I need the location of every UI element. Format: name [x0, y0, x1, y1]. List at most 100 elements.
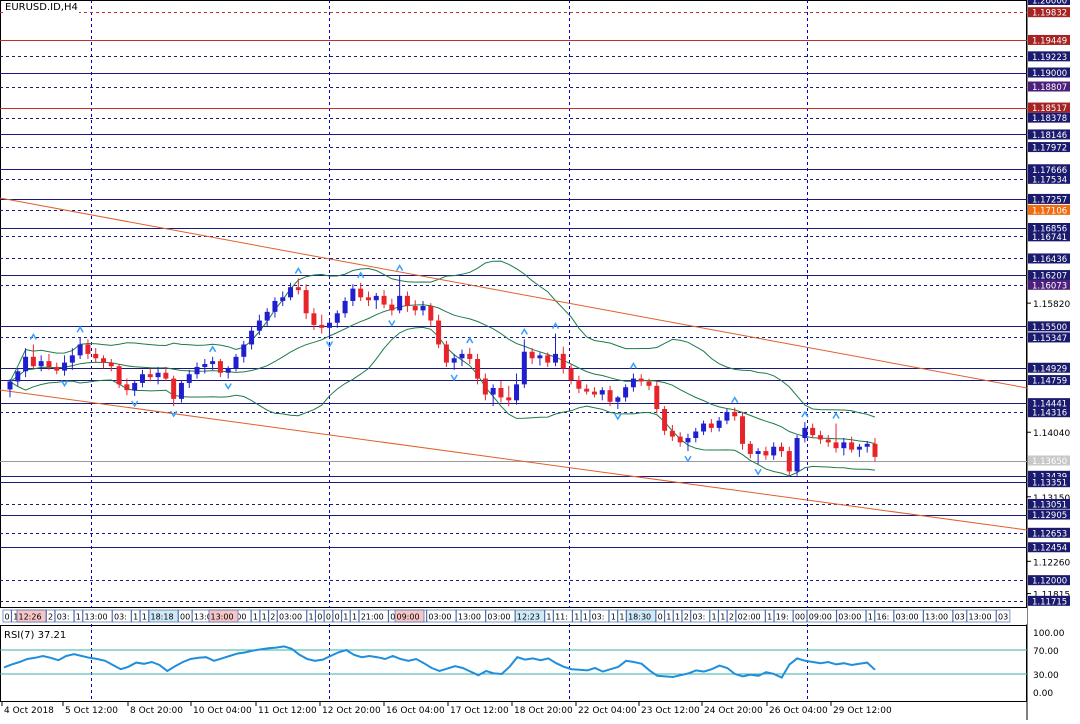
- marker-cell-label: 03:00: [279, 613, 302, 622]
- marker-cell-label: 03:: [114, 613, 127, 622]
- candle-body: [514, 384, 520, 401]
- candle-body: [716, 420, 722, 428]
- price-tag-label: 1.19000: [1032, 69, 1067, 79]
- rsi-axis-label: 0.00: [1033, 689, 1053, 699]
- candle-body: [451, 358, 457, 363]
- price-tag: [1028, 375, 1070, 386]
- marker-cell-label: 1: [142, 613, 147, 622]
- price-tag-label: 1.18807: [1032, 83, 1067, 93]
- candle-body: [623, 387, 629, 398]
- candle-body: [662, 409, 668, 431]
- price-tag: [1028, 527, 1070, 538]
- fractal-up-marker: [357, 271, 365, 279]
- marker-cell-label: 02:00: [738, 613, 761, 622]
- fractal-up-marker: [520, 327, 528, 335]
- price-tag: [1028, 321, 1070, 332]
- marker-cell: [251, 609, 260, 623]
- marker-cell-label: 0: [335, 613, 340, 622]
- marker-cell-label: 03:00: [487, 613, 510, 622]
- marker-cell: [306, 609, 316, 623]
- candle-body: [786, 451, 792, 472]
- fractal-up-marker: [466, 336, 474, 344]
- candle-body: [677, 436, 683, 443]
- candle-body: [545, 355, 551, 363]
- candle-body: [810, 427, 816, 436]
- candle-body: [552, 353, 558, 363]
- candle-body: [365, 297, 371, 301]
- candle-body: [101, 358, 107, 363]
- marker-cell: [806, 609, 837, 623]
- marker-cell-label: 13:00: [458, 613, 481, 622]
- time-tick-label: 10 Oct 04:00: [193, 706, 252, 716]
- marker-cell-label: 1: [767, 613, 772, 622]
- price-tag-label: 1.17534: [1032, 175, 1067, 185]
- marker-cell: [553, 609, 573, 623]
- rsi-line: [3, 645, 876, 679]
- candle-body: [311, 313, 317, 325]
- marker-cell: [617, 609, 627, 623]
- rsi-axis-label: 100.00: [1033, 629, 1065, 639]
- marker-cell-label: 03:00: [838, 613, 861, 622]
- marker-cell: [952, 609, 967, 623]
- candle-body: [62, 362, 68, 371]
- candle-body: [256, 320, 262, 331]
- price-tag-label: 1.20000: [1032, 0, 1067, 7]
- chart-frame: [0, 0, 1028, 720]
- candle-body: [732, 411, 738, 417]
- fractal-down-marker: [614, 413, 622, 421]
- marker-cell: [259, 609, 269, 623]
- fractal-down-marker: [754, 468, 762, 476]
- time-tick-label: 5 Oct 12:00: [65, 706, 118, 716]
- price-tag: [1028, 102, 1070, 113]
- price-tag: [1028, 595, 1070, 606]
- time-tick-label: 17 Oct 12:00: [450, 706, 509, 716]
- marker-cell: [73, 609, 83, 623]
- candle-body: [669, 430, 675, 437]
- candle-body: [280, 297, 286, 301]
- price-tag: [1028, 81, 1070, 92]
- marker-cell: [2, 609, 12, 623]
- time-tick-label: 23 Oct 12:00: [641, 706, 700, 716]
- candle-body: [249, 330, 255, 345]
- fractal-up-marker: [208, 345, 217, 353]
- time-tick-label: 4 Oct 2018: [4, 706, 54, 716]
- marker-cell-label: 03:: [692, 613, 705, 622]
- candle-body: [264, 311, 270, 321]
- price-tag: [1028, 477, 1070, 488]
- price-tag: [1028, 0, 1070, 5]
- candle-body: [241, 344, 247, 357]
- candle-body: [475, 358, 481, 379]
- price-tag: [1028, 204, 1070, 215]
- candle-body: [724, 411, 730, 421]
- marker-cell: [681, 609, 691, 623]
- marker-cell-label: 1: [611, 613, 616, 622]
- candle-body: [498, 387, 504, 398]
- rsi-panel: 100.00 70.00 30.00 0.00: [0, 629, 1065, 699]
- candle-body: [763, 451, 769, 456]
- candle-body: [436, 320, 442, 345]
- price-tag: [1028, 129, 1070, 140]
- marker-cell: [773, 609, 794, 623]
- candle-body: [178, 382, 184, 399]
- rsi-label: RSI(7) 37.21: [4, 630, 67, 641]
- candle-body: [397, 295, 403, 311]
- candle-body: [607, 390, 613, 402]
- marker-cell: [727, 609, 736, 623]
- candle-body: [46, 361, 52, 367]
- time-tick-label: 11 Oct 12:00: [258, 706, 317, 716]
- candle-body: [420, 306, 426, 311]
- marker-cell-label: 03:00: [428, 613, 451, 622]
- marker-cell-label: 1: [720, 613, 725, 622]
- price-tag: [1028, 223, 1070, 234]
- marker-cell: [148, 609, 179, 623]
- candle-body: [272, 300, 278, 312]
- candle-body: [186, 374, 192, 383]
- candle-body: [576, 380, 582, 389]
- fractal-down-marker: [60, 380, 69, 388]
- candle-body: [233, 356, 239, 369]
- candle-body: [568, 368, 574, 381]
- price-tag: [1028, 34, 1070, 45]
- price-tag-label: 1.17257: [1032, 195, 1067, 205]
